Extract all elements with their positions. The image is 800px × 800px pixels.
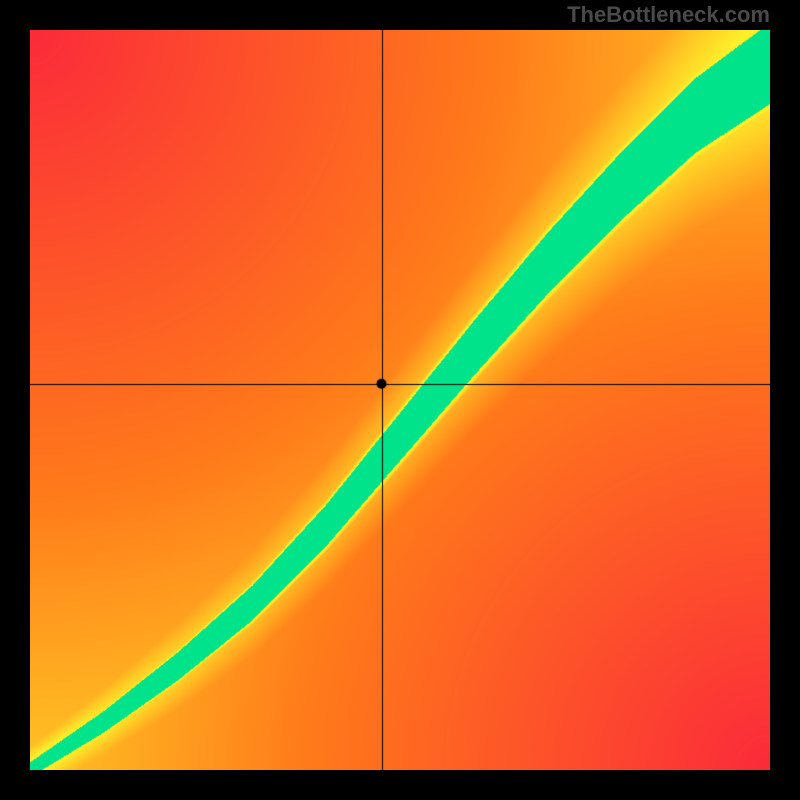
bottleneck-heatmap xyxy=(30,30,770,770)
watermark-text: TheBottleneck.com xyxy=(567,2,770,28)
chart-frame: TheBottleneck.com xyxy=(0,0,800,800)
